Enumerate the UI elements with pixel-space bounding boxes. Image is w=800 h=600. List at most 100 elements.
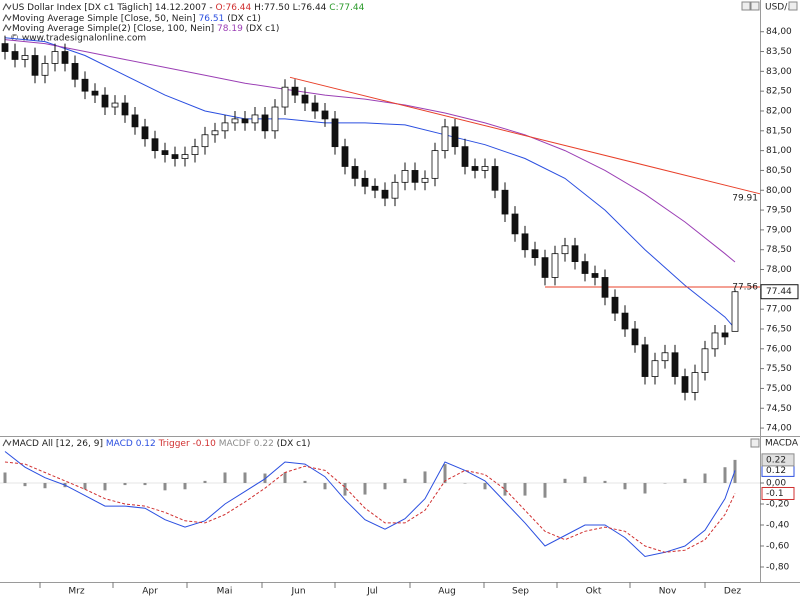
window-button[interactable]: [750, 1, 760, 11]
legend-value: -0.10: [193, 439, 217, 449]
candle-body: [631, 328, 639, 346]
macd-line: [4, 451, 736, 558]
last-price-label: 77.44: [766, 287, 792, 297]
macd-axis-title: MACDA: [765, 439, 799, 449]
candle-body: [211, 130, 219, 136]
legend-value: 0.22: [254, 439, 274, 449]
candle-body: [121, 102, 129, 116]
legend-label: Moving Average Simple(2) [Close, 100, Ne…: [12, 24, 214, 34]
histogram-bar: [43, 482, 47, 489]
y-tick-label: 79,50: [766, 206, 792, 216]
window-button[interactable]: [741, 1, 751, 11]
candle-body: [581, 261, 589, 274]
histogram-bar: [523, 482, 527, 496]
window-button[interactable]: [750, 438, 760, 448]
y-tick-label: 77,00: [766, 305, 792, 315]
macd-icon: [2, 438, 12, 447]
candle-body: [51, 51, 59, 64]
candle-body: [201, 134, 209, 148]
legend-label: MACD: [106, 439, 133, 449]
y-tick-label: -0,40: [766, 520, 790, 530]
histogram-bar: [363, 482, 367, 495]
moving-average-line: [4, 37, 736, 329]
candle-body: [641, 344, 649, 377]
y-tick-label: 76,50: [766, 324, 792, 334]
y-tick-label: 82,50: [766, 87, 792, 97]
histogram-bar: [383, 482, 387, 490]
candle-body: [601, 277, 609, 298]
candle-body: [711, 332, 719, 350]
title-icon: [2, 2, 12, 11]
histogram-bar: [563, 478, 567, 483]
y-tick-label: 75,50: [766, 364, 792, 374]
candle-body: [431, 150, 439, 179]
legend-source: (DX c1): [246, 24, 280, 34]
value-tag: [761, 453, 795, 467]
legend-ma50: Moving Average Simple [Close, 50, Nein] …: [12, 14, 261, 24]
legend-label: MACDF: [219, 439, 251, 449]
legend-source: (DX c1): [277, 439, 311, 449]
candle-body: [731, 291, 739, 332]
histogram-bar: [303, 480, 307, 483]
watermark: © www.tradesignalonline.com: [10, 34, 146, 44]
candle-body: [81, 78, 89, 92]
candle-body: [21, 55, 29, 60]
candle-body: [101, 94, 109, 108]
value-tag-label: -0.1: [766, 489, 784, 499]
candle-body: [331, 118, 339, 148]
y-tick-label: 83,50: [766, 47, 792, 57]
candle-body: [41, 63, 49, 76]
close-label: C:77.44: [329, 3, 364, 13]
macd-legend: MACD All [12, 26, 9] MACD 0.12 Trigger -…: [12, 439, 310, 449]
histogram-bar: [3, 472, 7, 483]
candle-body: [221, 122, 229, 132]
histogram-bar: [323, 482, 327, 490]
legend-label: Moving Average Simple [Close, 50, Nein]: [12, 14, 196, 24]
window-button[interactable]: [788, 1, 798, 11]
candle-body: [151, 138, 159, 152]
histogram-bar: [163, 482, 167, 491]
legend-value: 76.51: [199, 14, 225, 24]
candle-body: [721, 332, 729, 338]
candle-body: [471, 166, 479, 171]
candle-body: [131, 114, 139, 128]
candle-body: [481, 166, 489, 171]
candle-body: [421, 177, 429, 183]
candle-body: [521, 233, 529, 251]
low-label: L:76.44: [293, 3, 327, 13]
histogram-bar: [123, 482, 127, 486]
candle-body: [141, 126, 149, 140]
value-tag: [761, 486, 795, 500]
legend-icon: [2, 23, 12, 32]
x-tick-label: Jun: [290, 587, 305, 597]
candle-body: [271, 106, 279, 132]
candle-body: [281, 86, 289, 108]
y-tick-label: 79,00: [766, 225, 792, 235]
candle-body: [361, 177, 369, 187]
y-tick-label: 0,00: [766, 478, 786, 488]
symbol-label: USD/...: [765, 3, 796, 13]
x-tick-label: Dez: [724, 587, 741, 597]
legend-value: 0.12: [136, 439, 156, 449]
candle-body: [391, 181, 399, 199]
candle-body: [381, 189, 389, 199]
legend-source: (DX c1): [227, 14, 261, 24]
candle-body: [31, 55, 39, 76]
legend-value: 78.19: [217, 24, 243, 34]
histogram-bar: [643, 482, 647, 494]
x-tick-label: Apr: [142, 587, 158, 597]
candle-body: [171, 154, 179, 159]
candle-body: [341, 146, 349, 167]
candle-body: [111, 102, 119, 108]
candle-body: [301, 94, 309, 104]
legend-ma100: Moving Average Simple(2) [Close, 100, Ne…: [12, 24, 279, 34]
histogram-bar: [703, 473, 707, 483]
x-tick-label: Okt: [586, 587, 602, 597]
candle-body: [441, 126, 449, 152]
candle-body: [401, 170, 409, 183]
candle-body: [91, 90, 99, 96]
macd-title: MACD All [12, 26, 9]: [12, 439, 103, 449]
histogram-bar: [83, 482, 87, 490]
candle-body: [661, 352, 669, 362]
